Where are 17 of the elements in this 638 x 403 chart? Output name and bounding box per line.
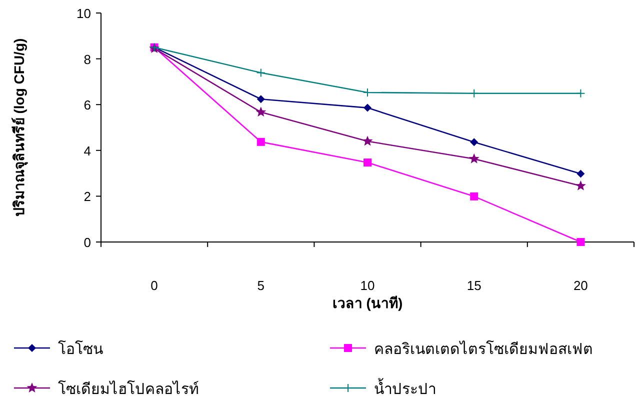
- y-axis-title: ปริมาณจุลินทรีย์ (log CFU/g): [11, 38, 28, 217]
- legend-label: โอโซน: [58, 340, 103, 358]
- x-tick-label: 20: [573, 278, 588, 293]
- y-tick-label: 2: [84, 189, 91, 204]
- x-tick-label: 5: [257, 278, 265, 293]
- x-tick-label: 10: [360, 278, 375, 293]
- y-tick-label: 8: [84, 52, 91, 67]
- x-axis-title: เวลา (นาที): [332, 295, 403, 311]
- x-tick-label: 0: [150, 278, 158, 293]
- y-tick-label: 6: [84, 98, 91, 113]
- legend-label: คลอริเนตเตดไตรโซเดียมฟอสเฟต: [374, 340, 593, 358]
- legend-label: โซเดียมไฮโปคลอไรท์: [58, 380, 199, 398]
- y-tick-label: 0: [84, 235, 91, 250]
- y-tick-label: 4: [84, 143, 91, 158]
- y-tick-label: 10: [76, 6, 91, 21]
- legend-label: น้ำประปา: [374, 378, 436, 398]
- x-tick-label: 15: [466, 278, 482, 293]
